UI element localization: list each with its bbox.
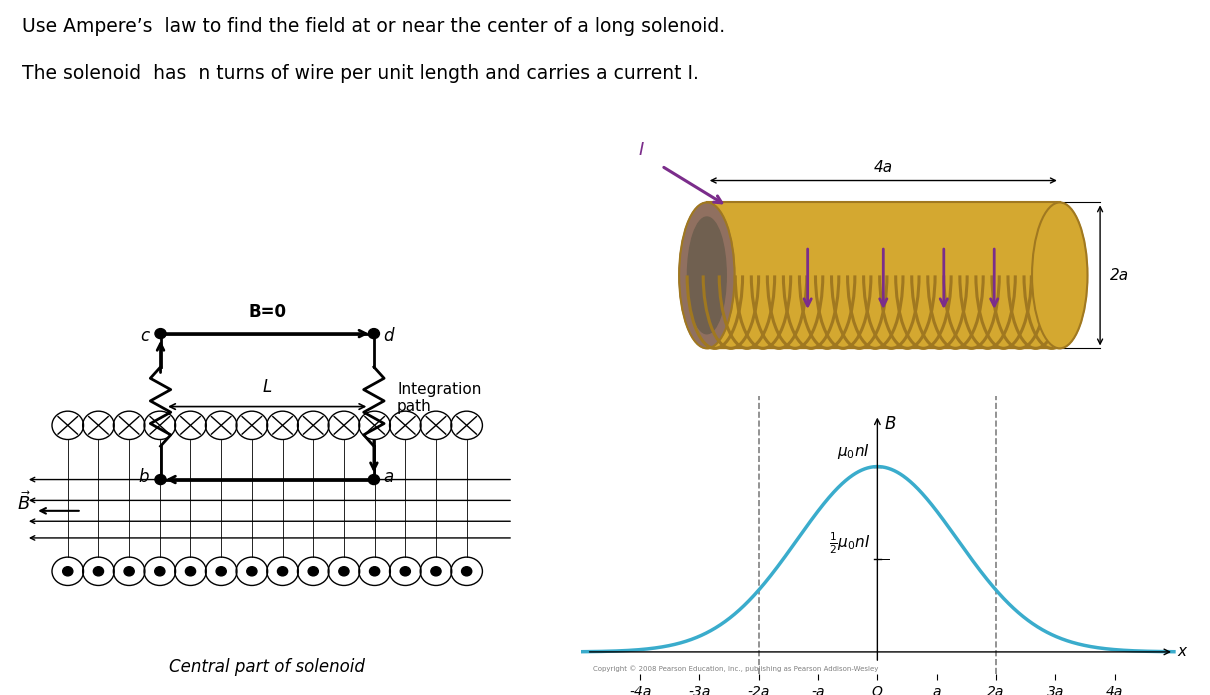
Text: $\frac{1}{2}\mu_0 nI$: $\frac{1}{2}\mu_0 nI$	[829, 530, 870, 555]
Text: 4a: 4a	[874, 160, 893, 175]
Bar	[707, 202, 1060, 348]
Text: c: c	[140, 327, 149, 345]
Circle shape	[461, 566, 472, 576]
Circle shape	[155, 566, 165, 576]
Circle shape	[63, 566, 73, 576]
Circle shape	[339, 566, 348, 576]
Text: a: a	[384, 468, 393, 486]
Text: Copyright © 2008 Pearson Education, Inc., publishing as Pearson Addison-Wesley: Copyright © 2008 Pearson Education, Inc.…	[593, 666, 878, 672]
Circle shape	[369, 566, 380, 576]
Circle shape	[277, 566, 288, 576]
Circle shape	[185, 566, 196, 576]
Circle shape	[368, 329, 380, 338]
Text: Central part of solenoid: Central part of solenoid	[169, 657, 365, 676]
Ellipse shape	[1032, 202, 1088, 348]
Text: B=0: B=0	[248, 303, 287, 321]
Text: The solenoid  has  n turns of wire per unit length and carries a current I.: The solenoid has n turns of wire per uni…	[22, 64, 698, 83]
Circle shape	[155, 329, 166, 338]
Circle shape	[247, 566, 257, 576]
Circle shape	[309, 566, 318, 576]
Text: Integration
path: Integration path	[397, 382, 482, 414]
Text: I: I	[639, 141, 644, 159]
Text: b: b	[138, 468, 149, 486]
Text: B: B	[885, 415, 895, 433]
Ellipse shape	[679, 202, 734, 348]
Text: L: L	[263, 378, 272, 396]
Text: $\mu_0 nI$: $\mu_0 nI$	[837, 442, 870, 461]
Circle shape	[368, 475, 380, 484]
Circle shape	[401, 566, 410, 576]
Text: $\vec{B}$: $\vec{B}$	[17, 491, 30, 514]
Circle shape	[93, 566, 104, 576]
Circle shape	[155, 475, 166, 484]
Circle shape	[125, 566, 134, 576]
Text: Use Ampere’s  law to find the field at or near the center of a long solenoid.: Use Ampere’s law to find the field at or…	[22, 17, 725, 36]
Ellipse shape	[687, 217, 726, 334]
Circle shape	[217, 566, 226, 576]
Text: x: x	[1177, 644, 1186, 660]
Text: 2a: 2a	[1111, 268, 1129, 283]
Text: d: d	[384, 327, 393, 345]
Circle shape	[431, 566, 442, 576]
